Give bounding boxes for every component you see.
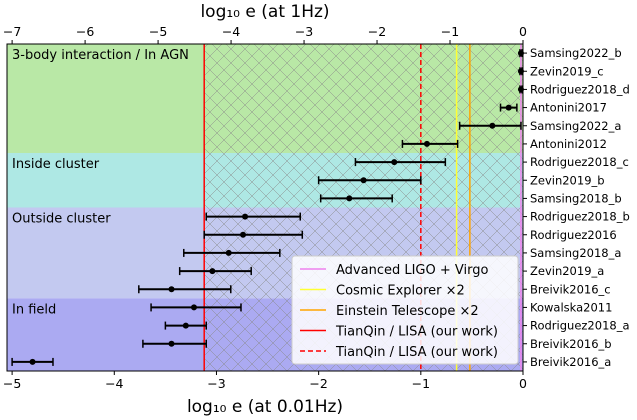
y-tick-label: Kowalska2011	[530, 300, 612, 314]
y-tick-label: Samsing2018_b	[530, 191, 622, 205]
legend-label: Einstein Telescope ×2	[336, 304, 479, 319]
data-point	[391, 159, 398, 166]
data-point	[209, 268, 216, 275]
axes: Samsing2022_b Zevin2019_c Rodriguez2018_d A…	[3, 24, 630, 391]
y-tick-label: Samsing2022_a	[530, 119, 621, 133]
data-point	[168, 286, 175, 293]
y-tick-label: Antonini2012	[530, 137, 607, 151]
x-axis-label-top: log₁₀ e (at 1Hz)	[200, 2, 329, 22]
legend-label: TianQin / LISA (our work)	[335, 325, 498, 340]
x-tick-label-bottom: −2	[309, 376, 327, 391]
region-label: Inside cluster	[12, 157, 100, 172]
data-point	[190, 304, 197, 311]
legend-label: Cosmic Explorer ×2	[336, 284, 465, 299]
legend-box	[291, 255, 519, 365]
data-point	[517, 50, 524, 57]
y-tick-label: Breivik2016_c	[530, 282, 611, 296]
y-tick-label: Zevin2019_b	[530, 173, 605, 187]
y-tick-label: Zevin2019_a	[530, 264, 604, 278]
legend: Advanced LIGO + Virgo Cosmic Explorer ×2 E…	[291, 255, 519, 365]
data-point	[346, 195, 353, 202]
y-tick-label: Samsing2018_a	[530, 246, 621, 260]
legend-label: TianQin / LISA (our work)	[335, 345, 498, 360]
y-tick-label: Samsing2022_b	[530, 46, 622, 60]
y-tick-label: Rodriguez2018_d	[530, 82, 630, 96]
x-tick-label-top: −6	[76, 24, 94, 39]
x-tick-label-bottom: 0	[519, 376, 527, 391]
data-point	[168, 340, 175, 347]
y-tick-label: Breivik2016_a	[530, 355, 611, 369]
x-tick-label-top: −1	[441, 24, 459, 39]
data-point	[225, 249, 232, 256]
x-tick-label-bottom: −3	[207, 376, 225, 391]
y-tick-label: Breivik2016_b	[530, 337, 612, 351]
plot-frame	[6, 43, 524, 372]
x-tick-label-bottom: −1	[412, 376, 430, 391]
data-point	[29, 358, 36, 365]
y-tick-label: Rodriguez2018_b	[530, 210, 630, 224]
data-point	[489, 122, 496, 129]
x-tick-label-top: −2	[368, 24, 386, 39]
data-point	[242, 213, 249, 220]
region-label: In field	[12, 302, 56, 317]
x-tick-label-top: −7	[3, 24, 21, 39]
data-point	[182, 322, 189, 329]
data-point	[240, 231, 247, 238]
data-point	[360, 177, 367, 184]
region-label: 3-body interaction / In AGN	[12, 48, 189, 63]
x-tick-label-top: 0	[519, 24, 527, 39]
y-tick-label: Rodriguez2016	[530, 228, 617, 242]
legend-label: Advanced LIGO + Virgo	[336, 263, 488, 278]
data-points	[11, 49, 524, 366]
y-tick-label: Rodriguez2018_c	[530, 155, 629, 169]
x-tick-label-top: −4	[222, 24, 240, 39]
y-tick-label: Antonini2017	[530, 101, 607, 115]
region-labels: 3-body interaction / In AGN Inside cluste…	[12, 48, 189, 317]
x-tick-label-bottom: −5	[3, 376, 21, 391]
data-point	[505, 104, 512, 111]
data-point	[423, 140, 430, 147]
y-tick-label: Rodriguez2018_a	[530, 319, 630, 333]
x-tick-label-bottom: −4	[105, 376, 123, 391]
data-point	[517, 86, 524, 93]
y-tick-label: Zevin2019_c	[530, 64, 604, 78]
region-label: Outside cluster	[12, 212, 111, 227]
data-point	[517, 68, 524, 75]
x-axis-label-bottom: log₁₀ e (at 0.01Hz)	[187, 397, 343, 417]
x-tick-label-top: −3	[295, 24, 313, 39]
x-tick-label-top: −5	[149, 24, 167, 39]
